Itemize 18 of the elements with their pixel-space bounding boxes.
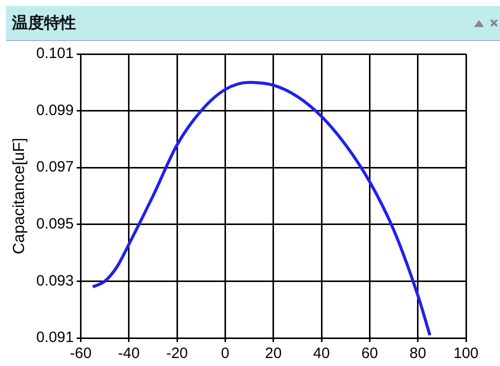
x-tick-label: 0 [221, 345, 230, 362]
y-tick-label: 0.093 [36, 272, 74, 290]
chart-title: 温度特性 [12, 13, 76, 34]
x-tick-label: -20 [166, 345, 188, 362]
y-tick-label: 0.091 [36, 329, 74, 346]
line-series [91, 80, 432, 337]
x-tick-label: -60 [70, 345, 92, 362]
y-tick-label: 0.097 [36, 158, 74, 176]
x-tick-label: 20 [265, 345, 282, 362]
x-tick-label: 100 [453, 345, 479, 362]
x-tick-label: 40 [313, 345, 330, 362]
y-tick-label: 0.095 [36, 216, 74, 233]
y-tick-label: 0.101 [36, 45, 74, 62]
x-tick-label: 80 [410, 345, 426, 362]
x-tick-label: -40 [118, 345, 140, 362]
y-axis-title: Capacitance[uF] [11, 138, 28, 254]
x-tick-label: 60 [361, 345, 378, 362]
y-tick-label: 0.099 [36, 102, 74, 119]
